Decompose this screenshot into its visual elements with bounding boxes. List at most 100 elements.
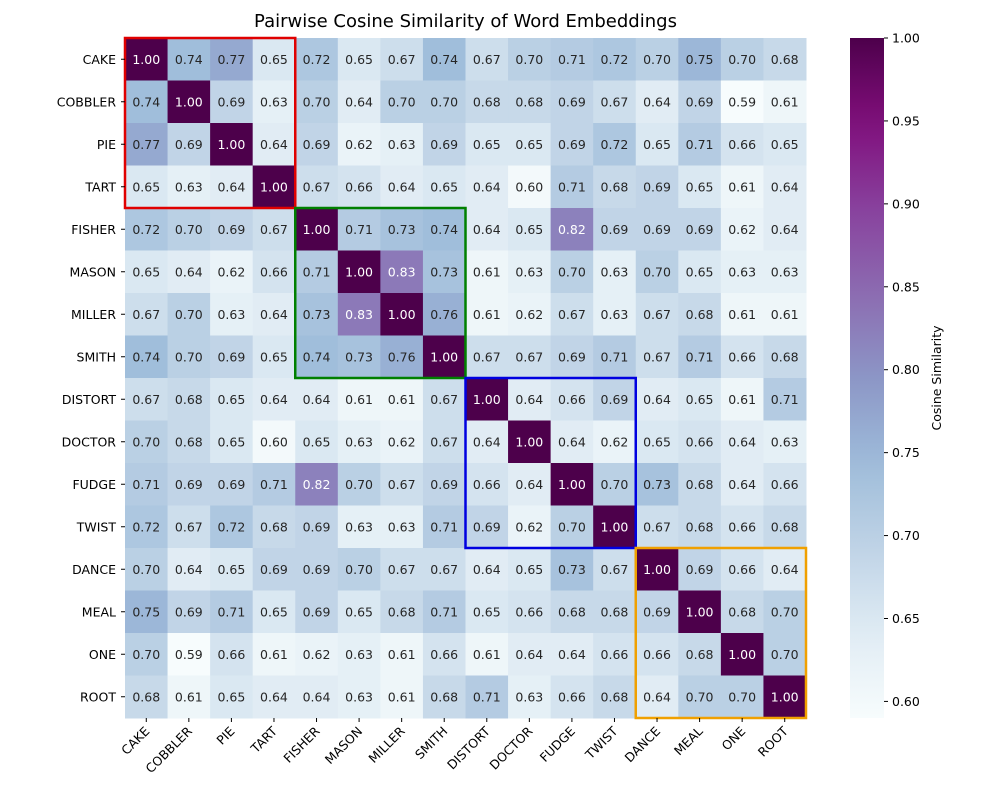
y-tick-label: DISTORT [62, 392, 116, 407]
cell-value-label: 0.61 [345, 392, 373, 407]
cell-value-label: 0.74 [303, 349, 331, 364]
heatmap-cell [508, 420, 552, 464]
cell-value-label: 0.69 [686, 562, 714, 577]
cell-value-label: 1.00 [515, 434, 543, 449]
cell-value-label: 0.69 [643, 604, 671, 619]
heatmap-cell [678, 293, 722, 336]
cell-value-label: 0.72 [601, 137, 629, 152]
cell-value-label: 0.68 [686, 647, 714, 662]
y-tick-label: PIE [97, 137, 116, 152]
cell-value-label: 0.64 [643, 392, 671, 407]
heatmap-cell [465, 463, 509, 506]
cell-value-label: 0.69 [175, 477, 203, 492]
cell-value-label: 1.00 [728, 647, 756, 662]
cell-value-label: 0.69 [217, 349, 245, 364]
cell-value-label: 0.63 [515, 689, 543, 704]
colorbar-tick-label: 0.95 [892, 113, 920, 128]
heatmap-cell [678, 548, 722, 591]
cell-value-label: 0.68 [686, 477, 714, 492]
cell-value-label: 0.75 [686, 52, 714, 67]
heatmap-cell [422, 633, 466, 676]
heatmap-cell [167, 335, 211, 379]
heatmap-cell [210, 633, 254, 676]
heatmap-cell [380, 293, 424, 336]
heatmap-cell [422, 548, 466, 591]
cell-value-label: 1.00 [430, 349, 458, 364]
cell-value-label: 0.64 [728, 434, 756, 449]
cell-value-label: 0.70 [643, 264, 671, 279]
cell-value-label: 0.69 [686, 222, 714, 237]
colorbar-tick-label: 1.00 [892, 31, 920, 46]
heatmap-cell [125, 548, 169, 591]
heatmap-cell [210, 250, 254, 294]
cell-value-label: 0.65 [643, 434, 671, 449]
cell-value-label: 0.64 [771, 562, 799, 577]
cell-value-label: 0.71 [558, 179, 586, 194]
cell-value-label: 0.68 [388, 604, 416, 619]
cell-value-label: 0.71 [430, 519, 458, 534]
cell-value-label: 0.65 [260, 349, 288, 364]
cell-value-label: 0.71 [558, 52, 586, 67]
cell-value-label: 0.64 [388, 179, 416, 194]
heatmap-cell [252, 590, 296, 634]
cell-value-label: 0.59 [728, 94, 756, 109]
heatmap-cell [508, 208, 552, 251]
heatmap-cell [593, 590, 637, 634]
heatmap-cell [720, 420, 764, 464]
cell-value-label: 0.69 [558, 349, 586, 364]
heatmap-cell [550, 38, 594, 81]
cell-value-label: 0.61 [728, 392, 756, 407]
cell-value-label: 0.72 [303, 52, 331, 67]
heatmap-cell [295, 80, 339, 124]
heatmap-cell [763, 420, 807, 464]
cell-value-label: 0.65 [430, 179, 458, 194]
heatmap-cell [422, 293, 466, 336]
heatmap-cell [252, 250, 296, 294]
heatmap-cell [720, 250, 764, 294]
heatmap-cell [125, 208, 169, 251]
cell-value-label: 0.64 [643, 94, 671, 109]
cell-value-label: 0.74 [430, 222, 458, 237]
heatmap-cell [763, 335, 807, 379]
heatmap-cell [678, 208, 722, 251]
heatmap-cell [380, 378, 424, 421]
cell-value-label: 0.62 [515, 519, 543, 534]
heatmap-cell [380, 463, 424, 506]
cell-value-label: 0.69 [643, 179, 671, 194]
cell-value-label: 0.67 [175, 519, 203, 534]
heatmap-cell [167, 675, 211, 719]
cell-value-label: 0.68 [260, 519, 288, 534]
cell-value-label: 0.67 [132, 307, 160, 322]
cell-value-label: 0.73 [430, 264, 458, 279]
cell-value-label: 0.65 [132, 179, 160, 194]
heatmap-cell [337, 633, 381, 676]
cell-value-label: 0.69 [175, 137, 203, 152]
cell-value-label: 0.69 [601, 392, 629, 407]
heatmap-cell [210, 463, 254, 506]
heatmap-cell [210, 123, 254, 166]
cell-value-label: 0.70 [303, 94, 331, 109]
y-tick-label: FISHER [71, 222, 116, 237]
cell-value-label: 0.68 [175, 392, 203, 407]
heatmap-cell [550, 590, 594, 634]
cell-value-label: 0.64 [515, 477, 543, 492]
cell-value-label: 0.70 [175, 222, 203, 237]
heatmap-cell [252, 463, 296, 506]
heatmap-cell [763, 165, 807, 209]
cell-value-label: 0.71 [260, 477, 288, 492]
cell-value-label: 0.60 [260, 434, 288, 449]
heatmap-cell [252, 378, 296, 421]
heatmap-cell [635, 38, 679, 81]
cell-value-label: 0.72 [132, 222, 160, 237]
heatmap-cell [720, 590, 764, 634]
heatmap-cell [635, 463, 679, 506]
cell-value-label: 0.64 [260, 689, 288, 704]
cell-value-label: 0.66 [430, 647, 458, 662]
cell-value-label: 0.66 [558, 392, 586, 407]
cell-value-label: 0.60 [515, 179, 543, 194]
heatmap-cell [593, 505, 637, 549]
cell-value-label: 0.68 [473, 94, 501, 109]
heatmap-cell [167, 208, 211, 251]
heatmap-cell [125, 38, 169, 81]
x-tick-label: CAKE [118, 723, 152, 757]
